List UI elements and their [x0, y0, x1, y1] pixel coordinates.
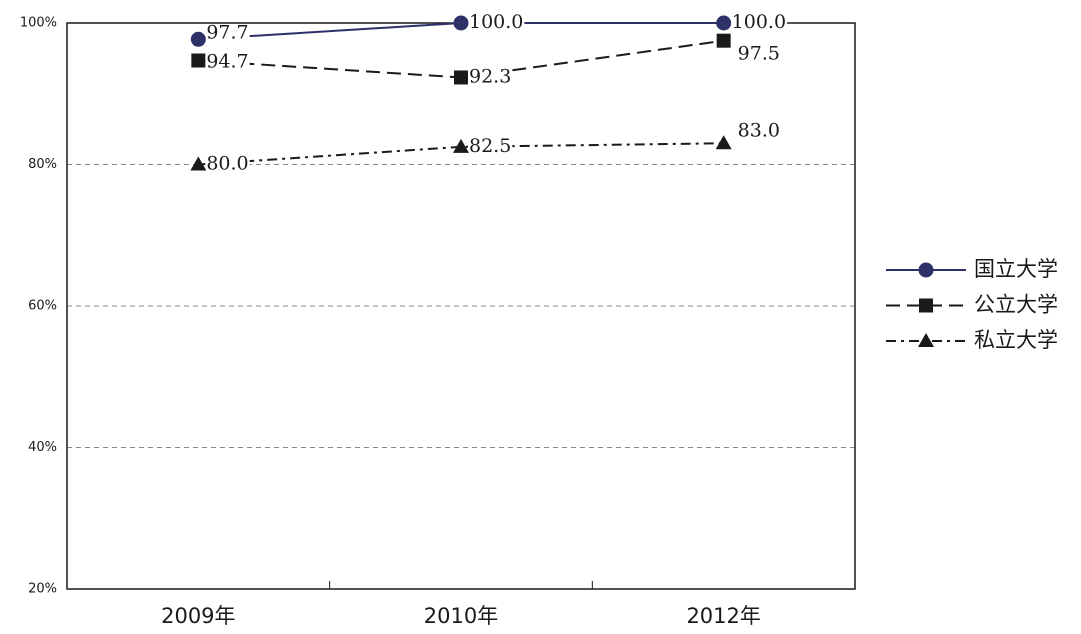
value-label-bg	[468, 68, 513, 85]
x-tick-label: 2009年	[161, 604, 235, 628]
legend-label: 私立大学	[974, 328, 1058, 352]
value-label-bg	[205, 24, 250, 41]
x-tick-label: 2010年	[424, 604, 498, 628]
point	[453, 138, 469, 153]
y-tick-label: 40%	[28, 440, 57, 455]
series-line	[198, 142, 724, 166]
legend-marker	[918, 333, 934, 347]
point	[454, 70, 468, 85]
value-label-bg	[730, 14, 788, 30]
y-tick-label: 100%	[20, 16, 57, 31]
point	[190, 31, 206, 47]
y-tick-label: 60%	[28, 299, 57, 314]
value-label-bg	[205, 53, 250, 70]
legend-label: 国立大学	[974, 257, 1058, 281]
value-label: 100.0	[732, 11, 786, 33]
point	[191, 53, 206, 68]
legend-marker	[918, 262, 934, 278]
value-label: 97.7	[206, 21, 248, 43]
value-label: 92.3	[469, 65, 511, 87]
value-label-bg	[736, 122, 781, 139]
value-label: 94.7	[206, 50, 248, 72]
y-tick-label: 20%	[28, 582, 57, 597]
legend-marker	[919, 298, 933, 313]
y-tick-label: 80%	[28, 157, 57, 172]
point	[716, 33, 731, 48]
value-label-bg	[205, 155, 250, 172]
legend-label: 公立大学	[974, 293, 1058, 317]
point	[453, 15, 469, 31]
point	[715, 135, 732, 150]
point	[190, 156, 207, 171]
value-label-bg	[736, 45, 781, 62]
value-label: 100.0	[469, 11, 523, 33]
value-label: 97.5	[738, 43, 780, 65]
x-tick-label: 2012年	[686, 604, 760, 628]
value-label: 82.5	[469, 135, 511, 157]
value-label: 80.0	[206, 153, 248, 175]
value-label: 83.0	[738, 119, 780, 141]
value-label-bg	[468, 137, 513, 154]
value-label-bg	[468, 14, 525, 30]
point	[716, 15, 732, 31]
